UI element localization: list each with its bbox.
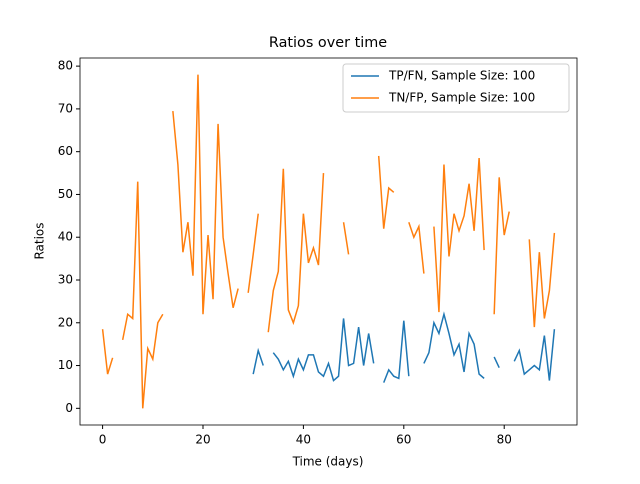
legend-label: TN/FP, Sample Size: 100 [388, 91, 535, 105]
y-tick-label: 0 [65, 401, 73, 415]
x-tick-label: 20 [195, 433, 210, 447]
x-tick-label: 80 [497, 433, 512, 447]
axes-frame [79, 57, 578, 426]
x-tick-label: 60 [396, 433, 411, 447]
chart-title: Ratios over time [269, 35, 387, 51]
x-tick-label: 40 [296, 433, 311, 447]
y-tick-label: 20 [58, 315, 73, 329]
y-tick-label: 70 [58, 101, 73, 115]
series-line [252, 311, 556, 383]
legend-label: TP/FN, Sample Size: 100 [388, 69, 535, 83]
x-axis-label: Time (days) [292, 455, 364, 469]
y-tick-label: 50 [58, 187, 73, 201]
y-tick-label: 60 [58, 144, 73, 158]
y-tick-label: 30 [58, 272, 73, 286]
x-tick-label: 0 [99, 433, 107, 447]
y-tick-label: 10 [58, 358, 73, 372]
y-tick-label: 80 [58, 59, 73, 73]
y-tick-label: 40 [58, 230, 73, 244]
y-axis-label: Ratios [33, 222, 47, 259]
series-line [101, 74, 556, 409]
legend-box [342, 63, 570, 113]
